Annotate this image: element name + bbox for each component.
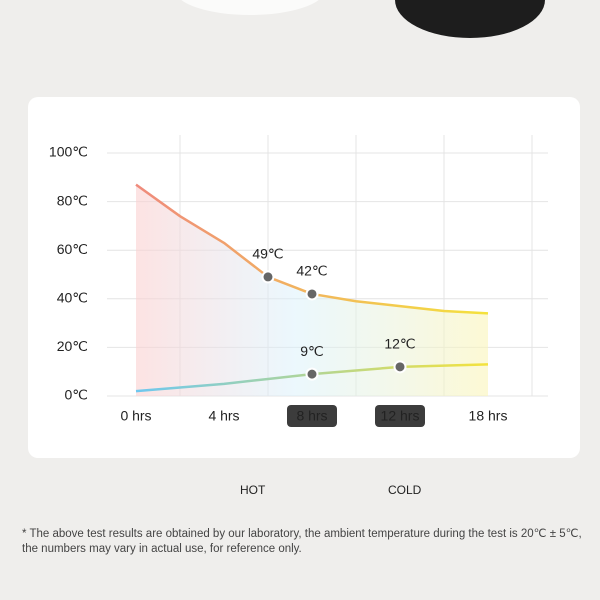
area [136,184,488,396]
point-marker [305,367,319,381]
value-label: 42℃ [296,263,327,279]
product-image [395,0,545,38]
x-tick-label: 0 hrs [120,408,151,424]
y-tick-label: 80℃ [57,192,88,208]
value-label: 12℃ [384,336,415,352]
point-marker [305,287,319,301]
value-label: 49℃ [252,246,283,262]
y-tick-label: 20℃ [57,338,88,354]
y-tick-label: 0℃ [64,387,88,403]
product-image [181,0,319,15]
y-tick-label: 100℃ [49,144,88,160]
footnote: * The above test results are obtained by… [22,528,582,555]
y-tick-label: 40℃ [57,290,88,306]
x-tick-label: 12 hrs [381,408,420,424]
x-tick-label: 18 hrs [469,408,508,424]
point-marker [261,270,275,284]
y-tick-label: 60℃ [57,241,88,257]
legend-label: COLD [388,483,422,497]
legend-label: HOT [240,483,266,497]
x-tick-label: 4 hrs [208,408,239,424]
x-tick-label: 8 hrs [296,408,327,424]
x-tick-highlight [287,405,337,427]
x-tick-highlight [375,405,425,427]
point-marker [393,360,407,374]
value-label: 9℃ [300,343,324,359]
